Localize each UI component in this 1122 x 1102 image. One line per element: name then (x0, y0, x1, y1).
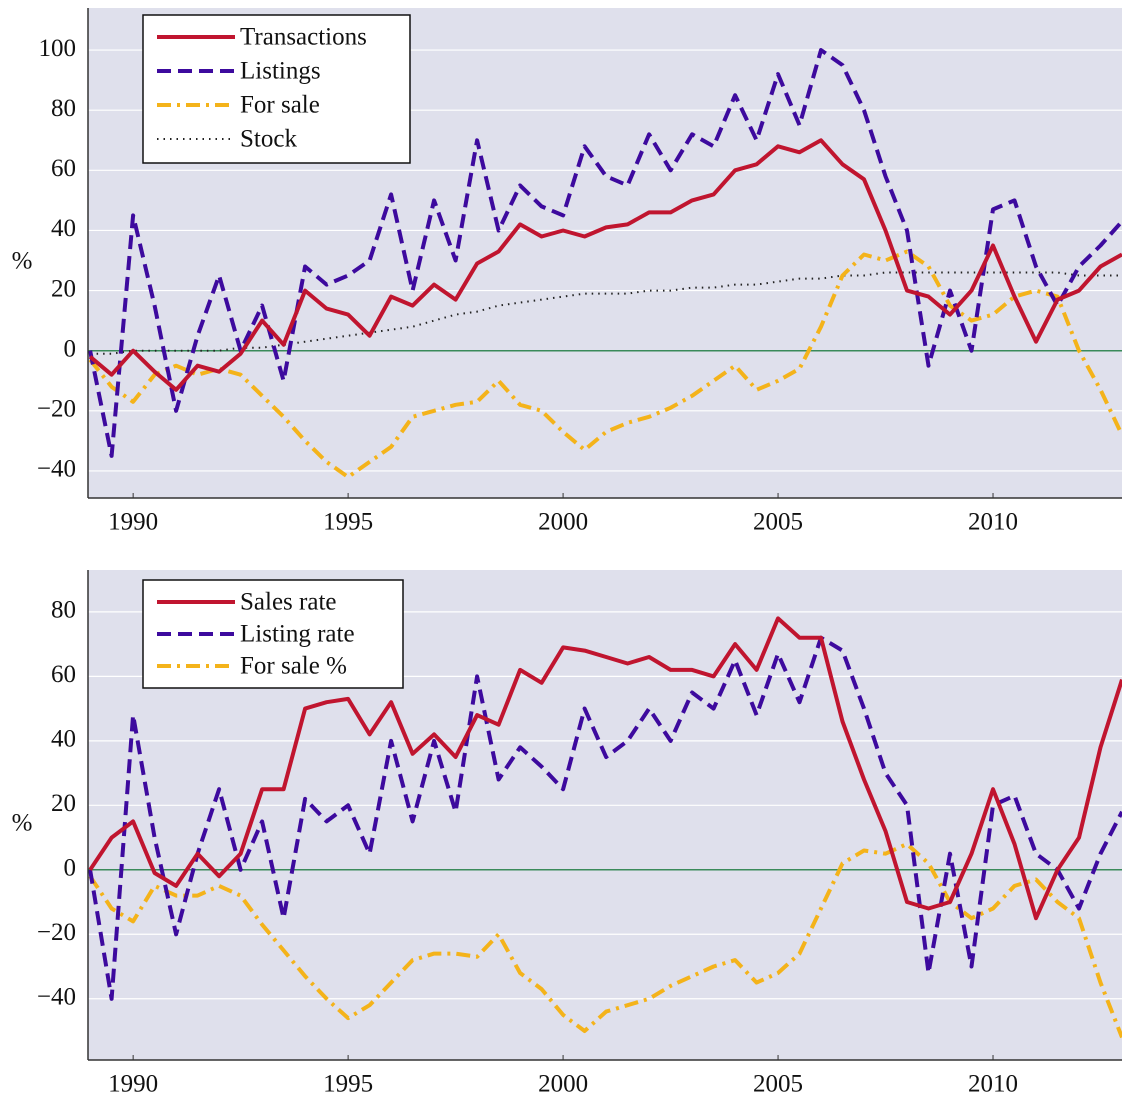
y-tick-label: 20 (51, 790, 76, 817)
y-tick-label: −20 (37, 919, 76, 946)
series-line (88, 635, 1122, 1001)
legend-label: Sales rate (240, 589, 336, 616)
legend-label: Stock (240, 126, 297, 153)
series-line (88, 48, 1122, 458)
y-tick-label: 80 (51, 597, 76, 624)
y-tick-label: 80 (51, 95, 76, 122)
y-tick-label: −40 (37, 456, 76, 483)
x-tick-label: 1990 (108, 509, 158, 536)
x-tick-label: 2005 (753, 1071, 803, 1098)
y-tick-label: 20 (51, 275, 76, 302)
y-tick-label: 40 (51, 215, 76, 242)
legend-label: Transactions (240, 24, 367, 51)
y-tick-label: 60 (51, 661, 76, 688)
x-tick-label: 1990 (108, 1071, 158, 1098)
y-tick-label: −40 (37, 983, 76, 1010)
x-tick-label: 2010 (968, 1071, 1018, 1098)
legend: Sales rate Listing rate For sale % (142, 579, 404, 689)
series-line (90, 271, 1122, 355)
legend: Transactions Listings For sale Stock (142, 14, 411, 164)
y-axis-label: % (12, 810, 33, 837)
y-tick-label: 40 (51, 726, 76, 753)
series-line (88, 616, 1122, 921)
series-line (88, 138, 1122, 392)
x-tick-label: 1995 (323, 509, 373, 536)
x-tick-label: 2000 (538, 1071, 588, 1098)
legend-label: Listings (240, 58, 321, 85)
legend-label: Listing rate (240, 621, 355, 648)
x-tick-label: 1995 (323, 1071, 373, 1098)
x-tick-label: 2005 (753, 509, 803, 536)
legend-box (142, 14, 411, 164)
legend-label: For sale % (240, 653, 347, 680)
y-tick-label: 100 (39, 35, 77, 62)
y-tick-label: 60 (51, 155, 76, 182)
legend-label: For sale (240, 92, 320, 119)
series-line (88, 249, 1122, 479)
x-tick-label: 2010 (968, 509, 1018, 536)
x-tick-label: 2000 (538, 509, 588, 536)
y-tick-label: 0 (64, 855, 77, 882)
y-tick-label: 0 (64, 335, 77, 362)
y-tick-label: −20 (37, 396, 76, 423)
y-axis-label: % (12, 248, 33, 275)
